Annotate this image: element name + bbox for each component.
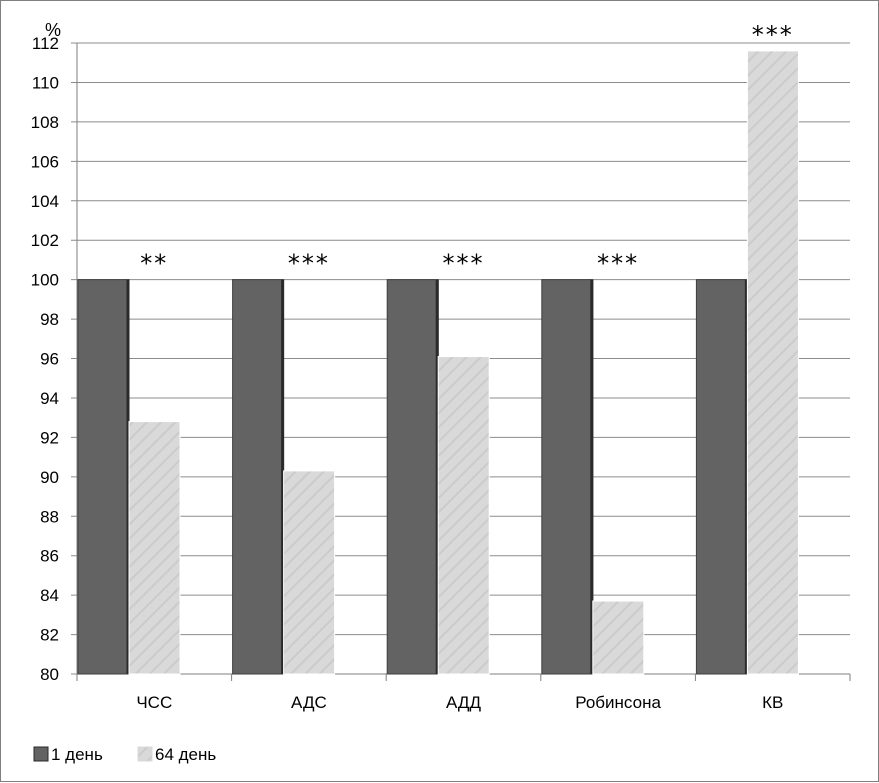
bar-series2 <box>592 600 645 675</box>
legend: 1 день 64 день <box>33 745 216 764</box>
bar-series2 <box>128 421 181 675</box>
significance-marker: *** <box>288 250 330 278</box>
bar-series2 <box>746 50 799 675</box>
y-tick-label: 104 <box>31 192 59 211</box>
x-category-label: АДС <box>291 693 327 712</box>
y-tick-label: 112 <box>32 34 59 53</box>
y-tick-label: 94 <box>40 389 59 408</box>
y-tick-label: 90 <box>40 468 59 487</box>
bar-series2 <box>283 470 336 675</box>
x-category-label: АДД <box>446 693 481 712</box>
y-tick-label: 96 <box>40 350 59 369</box>
x-category-label: Робинсона <box>575 693 661 712</box>
bar-series1 <box>386 279 439 675</box>
y-tick-label: 106 <box>31 152 59 171</box>
bar-series1 <box>695 279 748 675</box>
y-tick-label: 88 <box>40 507 59 526</box>
legend-label-2: 64 день <box>155 745 216 764</box>
significance-marker: ** <box>140 250 168 278</box>
y-tick-label: 80 <box>40 665 59 684</box>
bar-series1 <box>77 279 130 675</box>
significance-marker: *** <box>443 250 485 278</box>
bar-series1 <box>232 279 285 675</box>
y-tick-label: 84 <box>40 586 59 605</box>
bar-series1 <box>541 279 594 675</box>
x-category-label: КВ <box>762 693 783 712</box>
significance-marker: *** <box>752 21 794 49</box>
legend-swatch-1 <box>33 746 49 762</box>
y-tick-label: 92 <box>40 428 59 447</box>
y-tick-label: 108 <box>31 113 59 132</box>
y-tick-label: 86 <box>40 547 59 566</box>
y-tick-label: 82 <box>40 626 59 645</box>
x-category-label: ЧСС <box>136 693 172 712</box>
significance-marker: *** <box>597 250 639 278</box>
legend-swatch-2 <box>137 746 153 762</box>
bar-series2 <box>437 356 490 675</box>
y-tick-label: 110 <box>32 73 59 92</box>
labels: 80 82 84 86 88 90 92 94 96 98 100 102 104 106 108 110 11… <box>31 20 794 712</box>
y-tick-label: 100 <box>31 271 59 290</box>
y-tick-label: 102 <box>31 231 59 250</box>
y-tick-label: 98 <box>40 310 59 329</box>
y-unit-label: % <box>45 20 61 40</box>
legend-label-1: 1 день <box>51 745 103 764</box>
bars <box>77 50 799 675</box>
